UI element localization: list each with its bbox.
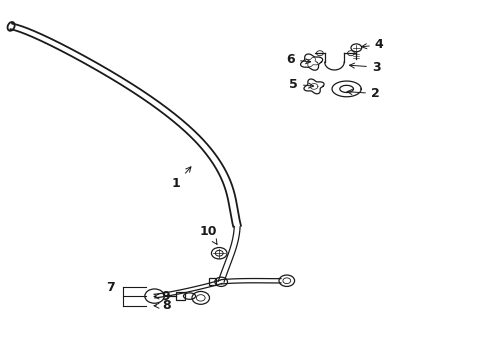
- Text: 5: 5: [288, 78, 313, 91]
- Text: 3: 3: [349, 60, 380, 73]
- Text: 9: 9: [154, 290, 170, 303]
- Text: 10: 10: [200, 225, 217, 244]
- Text: 8: 8: [154, 299, 170, 312]
- Text: 4: 4: [361, 39, 383, 51]
- Text: 1: 1: [172, 167, 190, 190]
- Text: 7: 7: [106, 281, 115, 294]
- Text: 2: 2: [346, 87, 379, 100]
- Text: 6: 6: [286, 54, 310, 67]
